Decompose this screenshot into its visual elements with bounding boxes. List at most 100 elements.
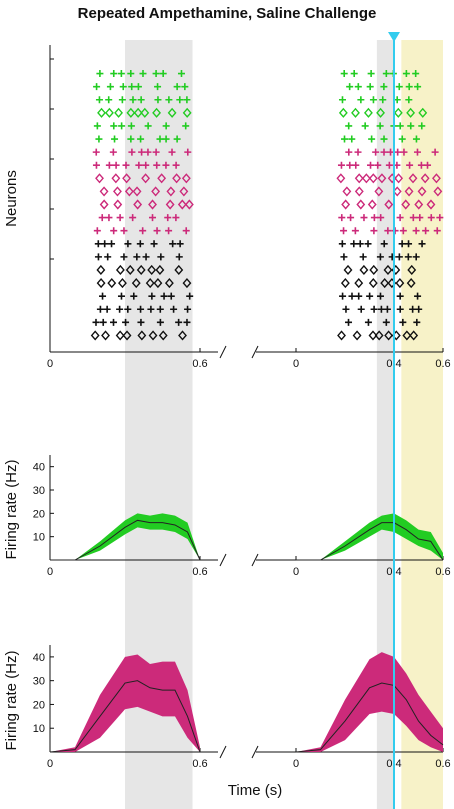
raster-plus-mark — [148, 292, 156, 300]
raster-plus-mark — [99, 318, 107, 326]
raster-plus-mark — [339, 292, 347, 300]
axis-break-mark — [219, 745, 227, 759]
raster-plus-mark — [350, 240, 358, 248]
mean-line-right — [295, 682, 444, 753]
raster-plus-mark — [377, 305, 385, 313]
raster-plus-mark — [399, 318, 407, 326]
raster-plus-mark — [354, 83, 362, 91]
raster-plus-mark — [105, 214, 113, 222]
chart-title: Repeated Ampethamine, Saline Challenge — [78, 5, 377, 22]
raster-plus-mark — [139, 70, 147, 78]
raster-diamond-mark — [426, 199, 436, 210]
raster-plus-mark — [144, 122, 152, 130]
raster-plus-mark — [120, 227, 128, 235]
raster-plus-mark — [184, 148, 192, 156]
raster-diamond-mark — [380, 278, 390, 289]
raster-diamond-mark — [132, 186, 142, 197]
raster-plus-mark — [396, 292, 404, 300]
raster-diamond-mark — [118, 278, 127, 289]
raster-diamond-mark — [177, 199, 187, 210]
raster-diamond-mark — [184, 199, 194, 210]
raster-plus-mark — [395, 83, 403, 91]
axis-break-mark — [219, 553, 227, 567]
raster-plus-mark — [119, 83, 127, 91]
raster-plus-mark — [415, 305, 423, 313]
raster-plus-mark — [92, 161, 100, 169]
raster-plus-mark — [377, 214, 385, 222]
raster-plus-mark — [105, 161, 113, 169]
raster-plus-mark — [116, 305, 124, 313]
raster-diamond-mark — [157, 173, 167, 184]
raster-plus-mark — [93, 122, 101, 130]
raster-plus-mark — [165, 227, 173, 235]
y-axis-label: Firing rate (Hz) — [3, 459, 20, 559]
raster-plus-mark — [348, 292, 356, 300]
raster-plus-mark — [395, 253, 403, 261]
raster-diamond-mark — [337, 330, 346, 341]
raster-plus-mark — [137, 305, 145, 313]
x-tick-label: 0.6 — [192, 358, 207, 370]
raster-plus-mark — [405, 96, 413, 104]
raster-plus-mark — [398, 135, 406, 143]
raster-plus-mark — [412, 253, 420, 261]
confidence-band-left — [50, 654, 200, 752]
raster-diamond-mark — [420, 173, 430, 184]
raster-plus-mark — [129, 96, 137, 104]
raster-plus-mark — [130, 292, 138, 300]
raster-diamond-mark — [363, 107, 373, 118]
raster-plus-mark — [112, 161, 120, 169]
raster-plus-mark — [345, 318, 353, 326]
y-tick-label: 10 — [33, 723, 45, 735]
raster-plus-mark — [407, 122, 415, 130]
raster-plus-mark — [169, 240, 177, 248]
raster-plus-mark — [101, 240, 109, 248]
raster-plus-mark — [360, 214, 368, 222]
raster-diamond-mark — [368, 330, 378, 341]
raster-plus-mark — [380, 83, 388, 91]
raster-diamond-mark — [133, 199, 143, 210]
raster-plus-mark — [127, 135, 135, 143]
raster-plus-mark — [396, 214, 404, 222]
raster-plus-mark — [128, 148, 136, 156]
raster-plus-mark — [399, 227, 407, 235]
raster-diamond-mark — [95, 173, 104, 184]
raster-plus-mark — [95, 96, 103, 104]
confidence-band-right — [296, 513, 443, 560]
x-tick-label: 0 — [293, 758, 299, 770]
raster-plus-mark — [184, 305, 192, 313]
raster-diamond-mark — [376, 107, 386, 118]
raster-diamond-mark — [181, 173, 191, 184]
raster-plus-mark — [356, 240, 364, 248]
raster-plus-mark — [383, 305, 391, 313]
raster-plus-mark — [122, 161, 130, 169]
raster-diamond-mark — [113, 199, 123, 210]
raster-plus-mark — [139, 227, 147, 235]
raster-plus-mark — [409, 305, 417, 313]
x-tick-label: 0.6 — [435, 758, 450, 770]
raster-diamond-mark — [178, 330, 187, 341]
y-tick-label: 30 — [33, 676, 45, 688]
raster-plus-mark — [106, 83, 114, 91]
raster-plus-mark — [172, 214, 180, 222]
raster-diamond-mark — [131, 278, 141, 289]
mean-line-right — [296, 522, 444, 561]
raster-plus-mark — [382, 318, 390, 326]
raster-plus-mark — [370, 214, 378, 222]
raster-diamond-mark — [406, 278, 416, 289]
raster-diamond-mark — [417, 186, 427, 197]
raster-plus-mark — [175, 318, 183, 326]
cyan-marker-triangle — [388, 32, 400, 42]
raster-plus-mark — [346, 83, 354, 91]
raster-plus-mark — [380, 148, 388, 156]
raster-plus-mark — [127, 70, 135, 78]
raster-diamond-mark — [343, 264, 353, 276]
raster-plus-mark — [418, 122, 426, 130]
raster-diamond-mark — [340, 278, 350, 289]
raster-plus-mark — [370, 305, 378, 313]
raster-diamond-mark — [418, 107, 428, 118]
raster-plus-mark — [162, 161, 170, 169]
raster-plus-mark — [120, 253, 128, 261]
raster-plus-mark — [368, 135, 376, 143]
raster-plus-mark — [108, 240, 116, 248]
raster-plus-mark — [98, 214, 106, 222]
